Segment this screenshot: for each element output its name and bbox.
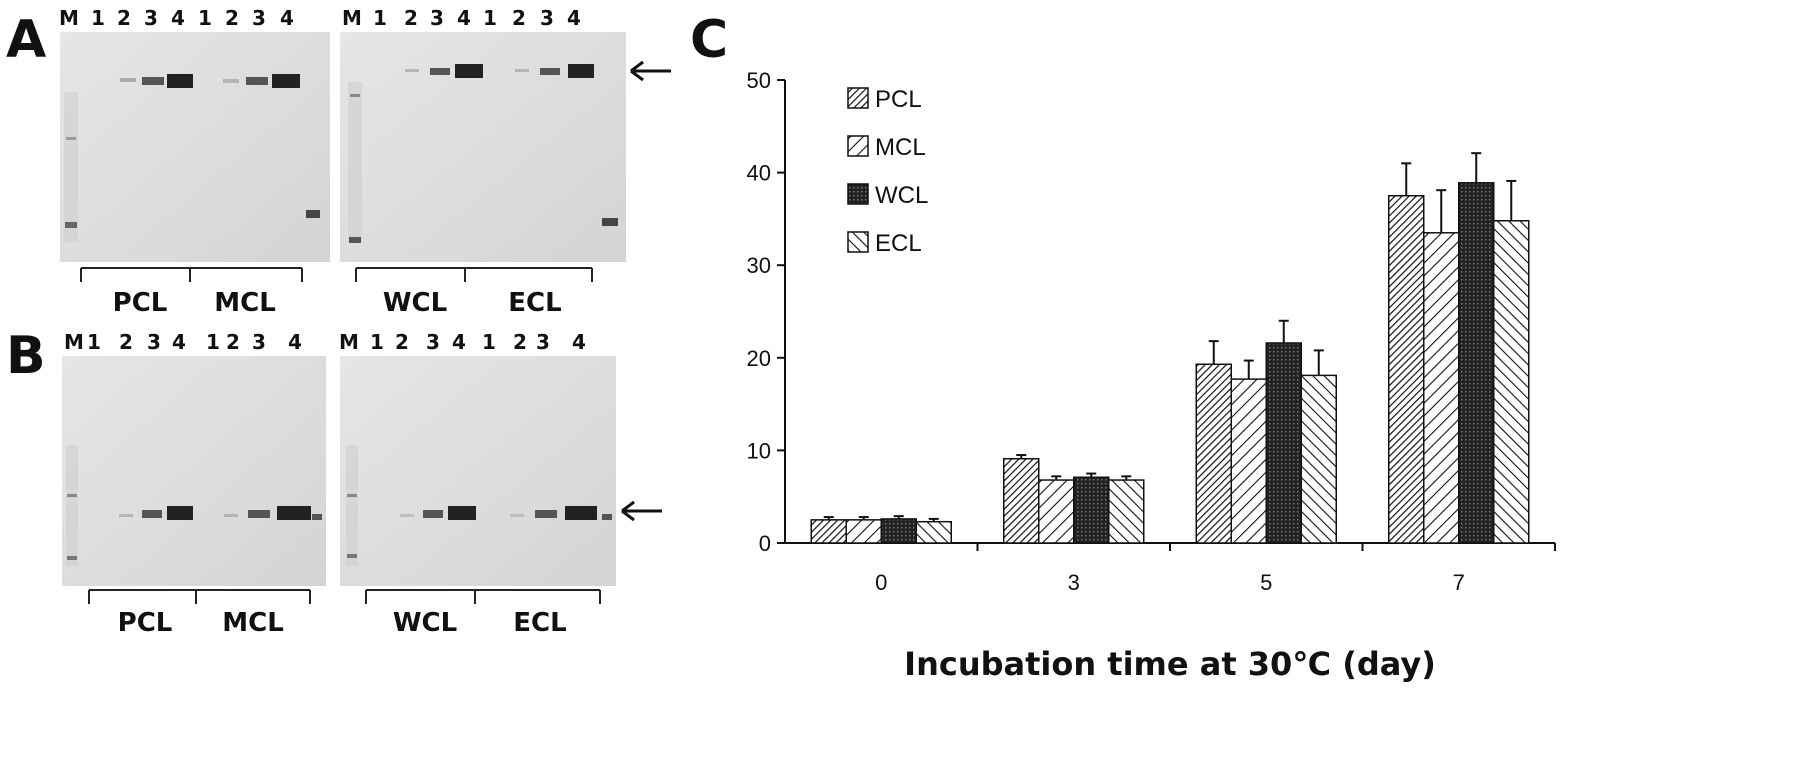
panel-label-b: B	[6, 326, 46, 386]
lane-label: 2	[226, 330, 240, 354]
lane-label: 4	[172, 330, 186, 354]
lane-label: 2	[512, 6, 526, 30]
lane-label: M	[59, 6, 79, 30]
lane-label: 2	[117, 6, 131, 30]
lane-label: 3	[536, 330, 550, 354]
arrow-right-icon	[621, 500, 662, 522]
gel-bracket-a-left	[80, 267, 303, 282]
bar-mcl	[1230, 378, 1267, 544]
lane-label: 1	[370, 330, 384, 354]
gel-a-right-lane-labels: M 1 2 3 4 1 2 3 4	[340, 6, 630, 32]
group-label: WCL	[382, 288, 448, 318]
bar-mcl	[1423, 232, 1460, 544]
group-label: PCL	[112, 288, 168, 318]
bar-pcl	[1003, 457, 1040, 544]
lane-label: 3	[144, 6, 158, 30]
lane-label: 4	[457, 6, 471, 30]
x-tick-label: 3	[1068, 570, 1080, 595]
x-axis-title: Incubation time at 30℃ (day)	[904, 645, 1436, 683]
lane-label: 1	[91, 6, 105, 30]
lane-label: 2	[513, 330, 527, 354]
lane-label: 2	[119, 330, 133, 354]
bar-wcl	[1265, 342, 1302, 544]
legend-swatch-wcl	[847, 183, 869, 205]
y-tick-label: 40	[747, 161, 771, 186]
gel-image-a-left	[60, 32, 330, 262]
lane-label: 1	[373, 6, 387, 30]
bar-ecl	[915, 520, 952, 544]
panel-label-a: A	[6, 10, 47, 70]
lane-label: M	[339, 330, 359, 354]
x-tick-label: 7	[1453, 570, 1465, 595]
bar-wcl	[880, 518, 917, 544]
lane-label: 2	[225, 6, 239, 30]
group-label: ECL	[508, 288, 562, 318]
bar-pcl	[1195, 363, 1232, 544]
y-tick-label: 50	[747, 68, 771, 93]
lane-label: 3	[252, 330, 266, 354]
y-tick-label: 30	[747, 253, 771, 278]
legend-label-ecl: ECL	[875, 230, 922, 257]
lane-label: 2	[404, 6, 418, 30]
hft-bar-chart: 0 10 20 30 40 50 0 3 5 7 PCL MCL WCL ECL Incubation ti…	[747, 68, 1556, 683]
gel-bracket-a-right	[355, 267, 593, 282]
gel-b-left-lane-labels: M 1 2 3 4 1 2 3 4	[60, 330, 340, 356]
legend-label-pcl: PCL	[875, 86, 922, 113]
gel-a-left-lane-labels: M 1 2 3 4 1 2 3 4	[59, 6, 340, 32]
lane-label: M	[342, 6, 362, 30]
x-tick-label: 0	[875, 570, 887, 595]
legend-label-mcl: MCL	[875, 134, 926, 161]
lane-label: 3	[147, 330, 161, 354]
gel-b-right-lane-labels: M 1 2 3 4 1 2 3 4	[339, 330, 630, 356]
group-label: MCL	[222, 608, 284, 638]
lane-label: 3	[252, 6, 266, 30]
y-tick-label: 0	[759, 531, 771, 556]
gel-image-b-right	[340, 356, 616, 586]
y-tick-label: 10	[747, 438, 771, 463]
lane-label: 2	[395, 330, 409, 354]
legend-swatch-ecl	[847, 231, 869, 253]
bar-ecl	[1493, 220, 1530, 544]
arrow-right-icon	[630, 60, 671, 82]
lane-label: 1	[206, 330, 220, 354]
lane-label: 4	[567, 6, 581, 30]
y-tick-label: 20	[747, 346, 771, 371]
lane-label: 1	[482, 330, 496, 354]
lane-label: 1	[483, 6, 497, 30]
lane-label: 4	[171, 6, 185, 30]
lane-label: M	[64, 330, 84, 354]
legend-label-wcl: WCL	[875, 182, 928, 209]
bar-wcl	[1458, 182, 1495, 544]
lane-label: 4	[288, 330, 302, 354]
lane-label: 1	[87, 330, 101, 354]
bar-pcl	[1388, 195, 1425, 544]
bar-mcl	[845, 519, 882, 544]
lane-label: 4	[572, 330, 586, 354]
legend-swatch-pcl	[847, 87, 869, 109]
lane-label: 3	[426, 330, 440, 354]
x-tick-label: 5	[1260, 570, 1272, 595]
group-label: WCL	[392, 608, 458, 638]
gel-bracket-b-left	[88, 589, 311, 604]
group-label: PCL	[117, 608, 173, 638]
bar-pcl	[810, 519, 847, 544]
bar-wcl	[1073, 476, 1110, 544]
gel-image-b-left	[62, 356, 326, 586]
lane-label: 1	[198, 6, 212, 30]
bar-ecl	[1108, 479, 1145, 544]
group-label: ECL	[513, 608, 567, 638]
lane-label: 3	[430, 6, 444, 30]
group-label: MCL	[214, 288, 276, 318]
gel-image-a-right	[340, 32, 626, 262]
lane-label: 3	[540, 6, 554, 30]
legend-swatch-mcl	[847, 135, 869, 157]
panel-label-c: C	[690, 10, 729, 70]
bar-ecl	[1300, 374, 1337, 544]
gel-bracket-b-right	[365, 589, 601, 604]
lane-label: 4	[280, 6, 294, 30]
lane-label: 4	[452, 330, 466, 354]
bar-mcl	[1038, 479, 1075, 544]
